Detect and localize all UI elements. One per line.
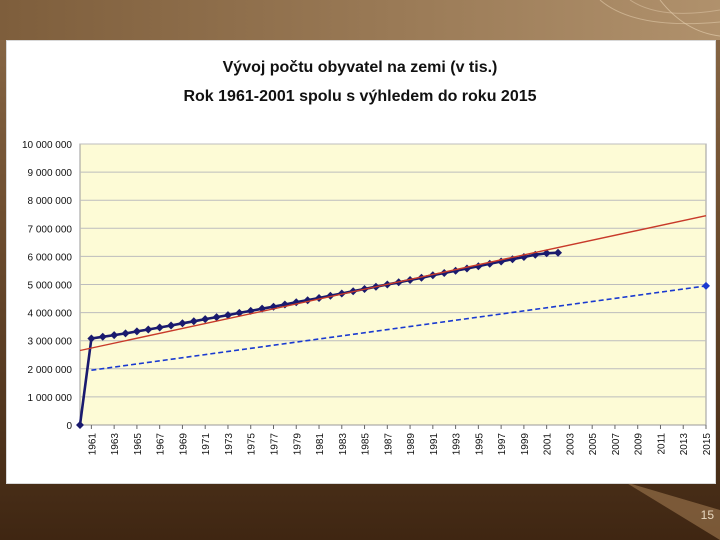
population-chart: Vývoj počtu obyvatel na zemi (v tis.) Ro…: [22, 59, 713, 455]
y-tick-label: 10 000 000: [22, 140, 72, 151]
data-point: [132, 327, 141, 336]
series-end-marker: [702, 281, 710, 290]
slide-header-band: [0, 0, 720, 40]
data-point: [110, 331, 119, 340]
data-point: [417, 273, 426, 282]
data-point: [144, 325, 153, 334]
data-point: [121, 329, 130, 338]
y-tick-label: 2 000 000: [28, 365, 73, 376]
x-tick-label: 1971: [201, 433, 212, 456]
x-tick-label: 2001: [543, 433, 554, 456]
x-tick-label: 1993: [452, 433, 463, 456]
series-layer: [76, 215, 710, 429]
x-tick-label: 2005: [588, 433, 599, 456]
data-point: [76, 421, 84, 429]
x-tick-label: 2015: [702, 433, 713, 456]
x-tick-label: 1975: [247, 433, 258, 456]
data-point: [326, 291, 335, 300]
x-tick-label: 1969: [178, 433, 189, 456]
data-point: [542, 249, 551, 258]
x-tick-label: 1967: [156, 433, 167, 456]
y-tick-label: 6 000 000: [28, 252, 73, 263]
data-point: [201, 315, 210, 324]
x-tick-label: 1995: [474, 433, 485, 456]
data-point: [189, 317, 198, 326]
x-tick-label: 1961: [87, 433, 98, 456]
y-tick-label: 9 000 000: [28, 168, 73, 179]
x-tick-label: 1991: [429, 433, 440, 456]
data-point: [155, 323, 164, 332]
x-tick-label: 1977: [269, 433, 280, 456]
x-tick-label: 1987: [383, 433, 394, 456]
x-tick-label: 2011: [656, 433, 667, 455]
x-axis-ticks: 1961 1963 1965 1967 1969 1971 1973 1975 1977 1979…: [87, 425, 713, 455]
data-point: [554, 248, 563, 257]
data-point: [98, 332, 107, 341]
chart-subtitle: Rok 1961-2001 spolu s výhledem do roku 2…: [183, 88, 536, 105]
y-tick-label: 3 000 000: [28, 337, 73, 348]
y-axis-ticks: 0 1 000 000 2 000 000 3 000 000 4 000 000 5 0…: [22, 140, 73, 432]
x-tick-label: 1965: [133, 433, 144, 456]
data-point: [87, 334, 96, 343]
data-point: [178, 319, 187, 328]
y-tick-label: 8 000 000: [28, 196, 73, 207]
data-point: [167, 321, 176, 330]
series-line-3: [91, 285, 707, 371]
x-tick-label: 2003: [565, 433, 576, 456]
data-point: [235, 308, 244, 317]
x-tick-label: 1963: [110, 433, 121, 456]
x-tick-label: 2007: [611, 433, 622, 456]
series-line-2: [79, 215, 707, 352]
y-tick-label: 5 000 000: [28, 281, 73, 292]
data-point: [212, 313, 221, 322]
x-tick-label: 1997: [497, 433, 508, 456]
data-point: [474, 262, 483, 271]
page-number: 15: [700, 508, 714, 522]
corner-ornament: [599, 0, 720, 37]
x-tick-label: 1999: [520, 433, 531, 456]
corner-decoration: [625, 482, 720, 540]
data-point: [223, 311, 232, 320]
x-tick-label: 1985: [361, 433, 372, 456]
x-tick-label: 2009: [634, 433, 645, 456]
x-tick-label: 1989: [406, 433, 417, 456]
x-tick-label: 1981: [315, 433, 326, 456]
y-tick-label: 4 000 000: [28, 309, 73, 320]
y-tick-label: 1 000 000: [28, 393, 73, 404]
y-tick-label: 7 000 000: [28, 224, 73, 235]
x-tick-label: 1983: [338, 433, 349, 456]
x-tick-label: 1973: [224, 433, 235, 456]
x-tick-label: 1979: [292, 433, 303, 456]
chart-title: Vývoj počtu obyvatel na zemi (v tis.): [223, 59, 498, 76]
y-tick-label: 0: [66, 421, 72, 432]
x-tick-label: 2013: [679, 433, 690, 456]
